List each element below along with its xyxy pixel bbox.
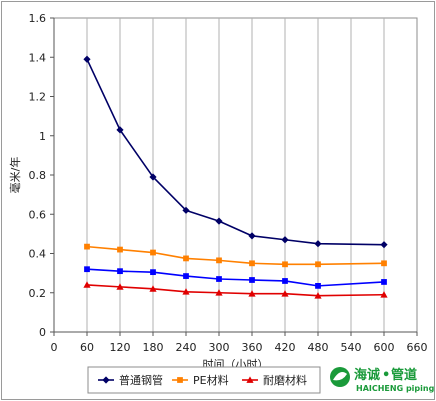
legend-marker — [102, 376, 110, 384]
x-tick-labels: 0 60 120 180 240 300 360 420 480 540 600 660 — [51, 341, 428, 354]
data-point — [314, 240, 322, 248]
x-tick-label: 0 — [51, 341, 58, 354]
x-tick-label: 360 — [242, 341, 263, 354]
legend-label: 普通钢管 — [119, 373, 163, 387]
data-point — [215, 217, 223, 225]
y-tick-labels: 0 0.2 0.4 0.6 0.8 1 1.2 1.4 1.6 — [29, 12, 47, 339]
legend-marker — [246, 376, 254, 383]
x-tick-label: 180 — [143, 341, 164, 354]
data-point — [116, 283, 124, 290]
x-tick-label: 540 — [341, 341, 362, 354]
plot-area-border — [53, 17, 418, 333]
y-tick-label: 1.4 — [29, 51, 47, 64]
series-1 — [84, 243, 387, 268]
x-tick-label: 240 — [176, 341, 197, 354]
data-point — [315, 283, 321, 289]
data-point — [183, 255, 189, 262]
y-axis-label: 毫米/年 — [8, 157, 22, 194]
data-point — [83, 281, 91, 288]
y-tick-label: 0.6 — [29, 208, 47, 221]
x-tick-label: 60 — [80, 341, 94, 354]
data-point — [149, 173, 157, 181]
data-point — [150, 249, 156, 256]
data-point — [380, 291, 388, 298]
x-tick-label: 420 — [275, 341, 296, 354]
data-point — [281, 236, 289, 244]
data-point — [84, 243, 90, 250]
series-layer — [83, 55, 388, 299]
y-tick-label: 1.6 — [29, 12, 47, 25]
y-tick-label: 0.8 — [29, 169, 47, 182]
series-3 — [84, 266, 387, 289]
y-tick-label: 0 — [39, 326, 46, 339]
x-tick-label: 300 — [209, 341, 230, 354]
data-point — [216, 276, 222, 282]
data-point — [182, 206, 190, 214]
data-point — [215, 289, 223, 296]
data-point — [116, 126, 124, 134]
series-2 — [83, 281, 388, 299]
logo-brand-cn: 海诚 — [354, 367, 380, 383]
data-point — [216, 257, 222, 264]
legend-box — [87, 366, 321, 394]
data-point — [117, 246, 123, 253]
x-tick-label: 600 — [374, 341, 395, 354]
legend: 普通钢管 PE材料 耐磨材料 — [87, 366, 321, 394]
data-point — [315, 261, 321, 268]
data-point — [249, 277, 255, 283]
y-tick-label: 0.2 — [29, 287, 47, 300]
legend-label: PE材料 — [193, 373, 229, 387]
data-point — [380, 241, 388, 249]
legend-marker — [177, 377, 183, 383]
data-point — [83, 55, 91, 63]
data-point — [183, 273, 189, 279]
x-tick-label: 660 — [407, 341, 428, 354]
data-point — [314, 292, 322, 299]
axes — [50, 17, 418, 336]
data-point — [282, 261, 288, 268]
y-tick-label: 1.2 — [29, 91, 47, 104]
data-point — [249, 260, 255, 267]
data-point — [182, 288, 190, 295]
data-point — [381, 279, 387, 285]
data-point — [281, 290, 289, 297]
data-point — [282, 278, 288, 284]
data-point — [84, 266, 90, 273]
legend-label: 耐磨材料 — [263, 373, 307, 387]
logo-brand-en: HAICHENG piping — [356, 384, 434, 393]
plot-area — [53, 17, 418, 333]
logo-swirl-icon — [333, 372, 347, 381]
logo-dot: • — [382, 368, 390, 383]
logo-pipe-cn: 管道 — [391, 367, 417, 383]
data-point — [381, 260, 387, 267]
x-tick-label: 480 — [308, 341, 329, 354]
y-tick-label: 1 — [39, 130, 46, 143]
data-point — [117, 268, 123, 275]
data-point — [248, 232, 256, 240]
data-point — [248, 290, 256, 297]
data-point — [149, 285, 157, 292]
data-point — [150, 269, 156, 276]
series-0 — [83, 55, 388, 249]
x-tick-label: 120 — [110, 341, 131, 354]
haicheng-logo-watermark: 海诚 • 管道 HAICHENG piping — [330, 367, 434, 393]
y-tick-label: 0.4 — [29, 248, 47, 261]
